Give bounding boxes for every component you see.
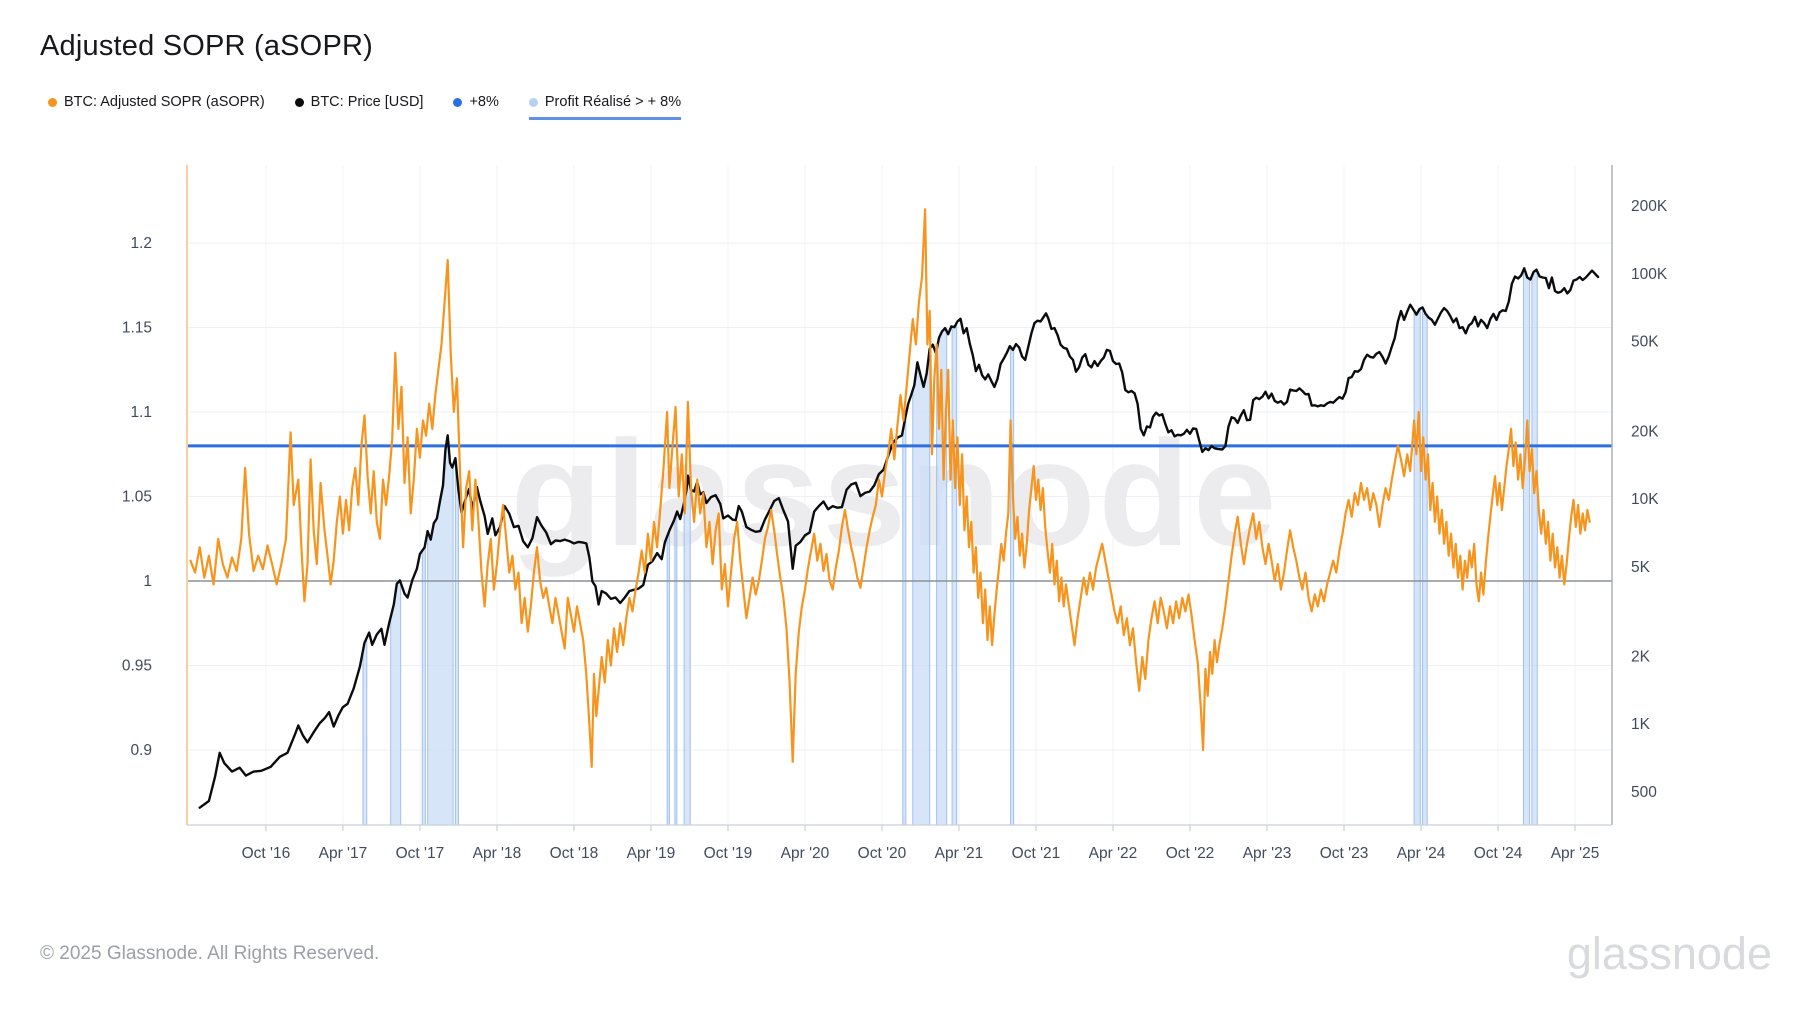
legend-item-label: BTC: Price [USD]: [310, 94, 424, 110]
legend-dot-icon: [453, 97, 463, 107]
x-axis-tick-label: Apr '17: [319, 845, 368, 862]
x-axis-tick-label: Apr '21: [935, 845, 984, 862]
x-axis-tick-label: Apr '18: [473, 845, 522, 862]
profit-band: [390, 580, 401, 825]
legend-dot-icon: [48, 97, 57, 107]
x-axis-tick-label: Oct '24: [1474, 845, 1523, 862]
page-title: Adjusted SOPR (aSOPR): [40, 30, 373, 62]
chart-legend: BTC: Adjusted SOPR (aSOPR) BTC: Price [US…: [48, 94, 682, 120]
x-axis-tick-label: Oct '17: [396, 845, 445, 862]
right-axis-tick-label: 50K: [1631, 334, 1659, 351]
profit-band: [1422, 307, 1428, 825]
asopr-line: [189, 208, 1591, 768]
btc-price-line: [198, 267, 1600, 809]
left-axis-tick-label: 0.9: [130, 742, 152, 759]
legend-item-label: +8%: [469, 94, 499, 110]
axis-labels: 1.2 1.15 1.1 1.05 1 0.95 0.9 200K 100K 50K 20K 10K 5…: [122, 198, 1668, 862]
x-axis-tick-label: Oct '16: [242, 845, 291, 862]
right-axis-tick-label: 200K: [1631, 198, 1668, 215]
x-axis-tick-label: Apr '25: [1551, 845, 1600, 862]
profit-band: [902, 414, 906, 825]
profit-band: [912, 348, 930, 825]
profit-band: [422, 543, 426, 825]
left-axis-tick-label: 1.1: [130, 404, 152, 421]
x-axis-tick-label: Oct '23: [1320, 845, 1369, 862]
x-axis-tick-label: Oct '21: [1012, 845, 1061, 862]
left-axis-tick-label: 0.95: [122, 657, 152, 674]
profit-band: [1414, 308, 1421, 825]
x-axis-tick-label: Apr '23: [1243, 845, 1292, 862]
legend-item-2[interactable]: +8%: [453, 94, 499, 120]
profit-band: [427, 435, 454, 825]
legend-item-0[interactable]: BTC: Adjusted SOPR (aSOPR): [48, 94, 265, 120]
legend-item-label: Profit Réalisé > + 8%: [544, 94, 682, 110]
legend-item-1[interactable]: BTC: Price [USD]: [294, 94, 424, 120]
legend-item-3[interactable]: Profit Réalisé > + 8%: [528, 94, 682, 120]
x-axis-tick-label: Apr '20: [781, 845, 830, 862]
profit-band: [455, 458, 459, 825]
right-axis-tick-label: 20K: [1631, 423, 1659, 440]
left-axis-tick-label: 1: [143, 573, 152, 590]
profit-band: [684, 475, 691, 825]
axes: [186, 165, 1613, 831]
copyright-text: © 2025 Glassnode. All Rights Reserved.: [40, 943, 380, 964]
right-axis-tick-label: 5K: [1631, 559, 1651, 576]
x-axis-tick-label: Oct '22: [1166, 845, 1215, 862]
profit-band: [1523, 268, 1530, 825]
x-axis-tick-label: Apr '22: [1089, 845, 1138, 862]
profit-band: [363, 637, 367, 825]
left-axis-tick-label: 1.15: [122, 320, 152, 337]
right-axis-tick-label: 10K: [1631, 491, 1659, 508]
x-axis-tick-label: Apr '24: [1397, 845, 1446, 862]
glassnode-watermark: glassnode: [511, 409, 1280, 577]
right-axis-tick-label: 1K: [1631, 716, 1651, 733]
x-axis-tick-label: Oct '19: [704, 845, 753, 862]
profit-band: [667, 530, 670, 825]
legend-dot-icon: [294, 97, 304, 107]
left-axis-tick-label: 1.05: [122, 489, 152, 506]
glassnode-logo: glassnode: [1566, 928, 1772, 979]
legend-item-label: BTC: Adjusted SOPR (aSOPR): [64, 94, 265, 110]
right-axis-tick-label: 2K: [1631, 648, 1651, 665]
profit-band: [952, 322, 957, 825]
x-axis-tick-label: Oct '20: [858, 845, 907, 862]
right-axis-tick-label: 500: [1631, 784, 1657, 801]
left-axis-tick-label: 1.2: [130, 235, 152, 252]
x-axis-tick-label: Oct '18: [550, 845, 599, 862]
legend-dot-icon: [528, 97, 538, 107]
gridlines: [188, 165, 1612, 825]
profit-band: [1531, 269, 1538, 825]
right-axis-tick-label: 100K: [1631, 266, 1668, 283]
x-axis-tick-label: Apr '19: [627, 845, 676, 862]
